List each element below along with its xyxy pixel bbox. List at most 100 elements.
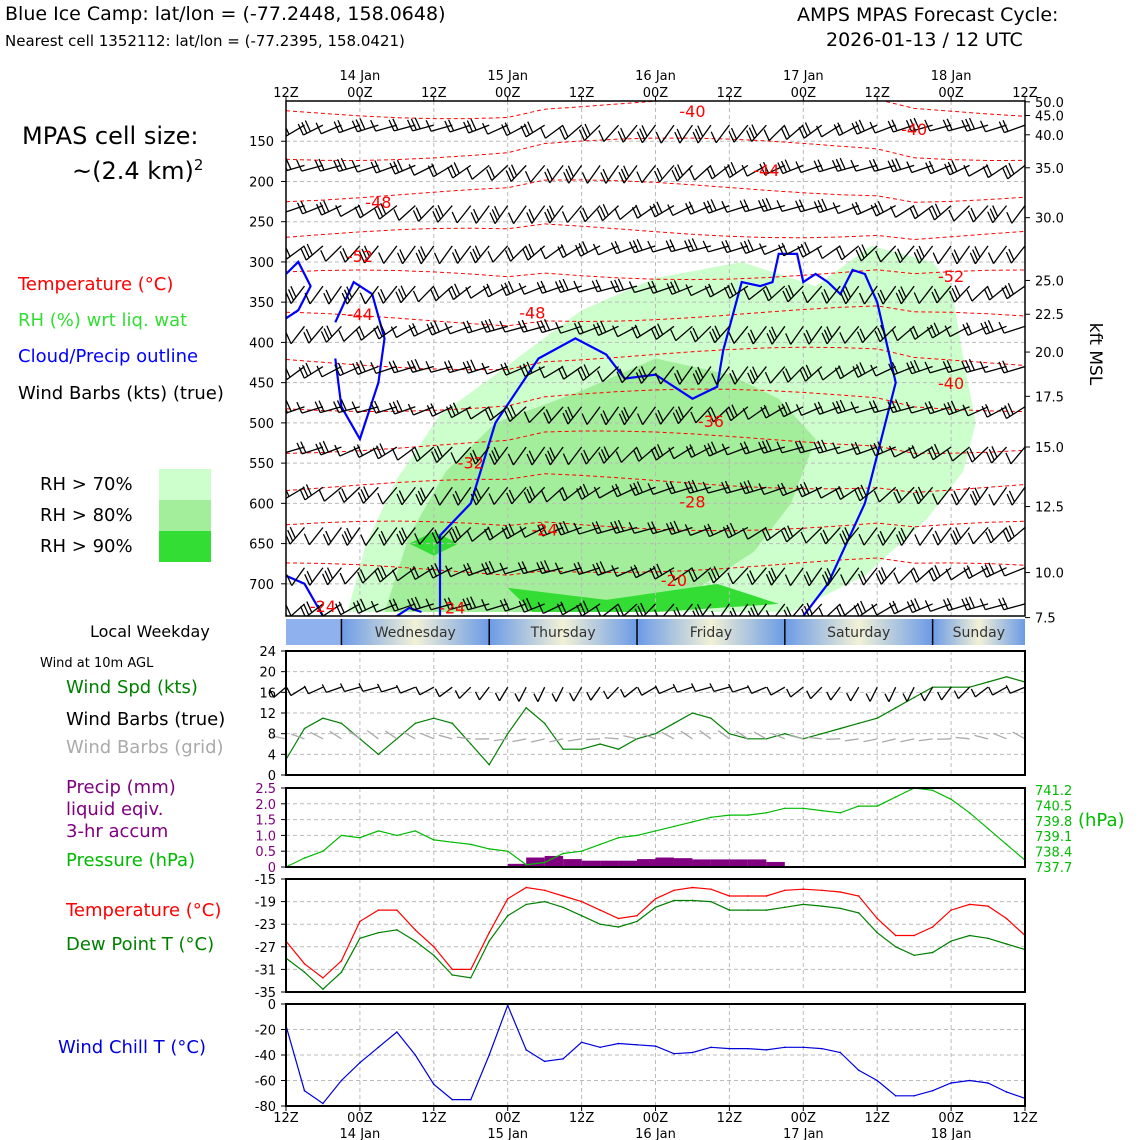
wind-barb-feather	[913, 117, 920, 130]
wind-barb-true-feather	[902, 693, 908, 702]
wind-barb-feather	[544, 453, 551, 466]
wind-barb-staff	[826, 603, 841, 616]
kft-tick-label: 35.0	[1035, 162, 1064, 177]
wind-barb-staff	[660, 406, 675, 425]
wind-barb-feather	[573, 563, 580, 575]
wind-barb-staff	[858, 603, 878, 616]
wind-barb-feather	[771, 326, 778, 339]
wind-barb-feather	[743, 288, 750, 300]
wind-barb-feather	[924, 119, 931, 132]
wind-barb-feather	[576, 488, 583, 500]
wind-barb-feather	[803, 482, 810, 494]
wind-barb	[815, 486, 841, 499]
wind-barb-feather	[398, 530, 405, 543]
wind-barb-staff	[471, 526, 490, 542]
wind-barb-feather	[286, 246, 291, 257]
wind-barb-feather	[747, 332, 754, 345]
wind-barb-feather	[721, 481, 728, 494]
wind-barb-staff	[694, 164, 712, 181]
wind-barb-staff	[475, 205, 490, 224]
wind-barb-feather	[373, 400, 381, 413]
wind-barb-feather	[487, 526, 494, 539]
wind-barb-feather	[656, 167, 663, 180]
wind-barb	[963, 565, 989, 580]
kft-tick-label: 17.5	[1035, 390, 1064, 405]
pressure-line-point	[728, 814, 731, 816]
wind-barb-feather	[357, 571, 364, 584]
wind-barb-feather	[562, 453, 569, 465]
wind-barb-feather	[947, 161, 954, 174]
wind-barb-feather	[396, 533, 403, 546]
wind-barb-feather	[673, 520, 680, 533]
pressure-line-point	[377, 830, 380, 832]
wind-barb-feather	[934, 565, 941, 577]
wind-barb-staff	[525, 124, 545, 138]
wind-barb-feather	[298, 366, 305, 379]
top-time-label: 00Z	[791, 86, 817, 101]
wind-barb-feather	[834, 367, 841, 379]
wind-barb	[803, 567, 823, 587]
wind-barb	[777, 482, 804, 497]
wind-barb-staff	[471, 164, 490, 180]
wind-barb-feather	[560, 601, 567, 614]
wind-barb	[451, 245, 472, 264]
wind-barb	[670, 325, 693, 342]
wind-barb-feather	[430, 564, 437, 577]
wind-barb-feather	[540, 561, 547, 573]
wind-barb-feather	[602, 203, 609, 216]
wind-barb-feather	[487, 406, 495, 419]
wind-barb	[575, 241, 601, 257]
wind-barb	[931, 285, 952, 304]
wind-barb-feather	[799, 369, 806, 382]
wind-barb	[406, 358, 434, 373]
wind-barb-feather	[986, 286, 994, 298]
wind-barb-feather	[893, 491, 900, 504]
wind-barb-feather	[861, 244, 868, 256]
wind-barb-true	[695, 686, 712, 693]
wind-barb-feather	[518, 283, 525, 295]
wind-barb-feather	[855, 121, 862, 133]
isotherm-line	[286, 101, 1025, 120]
pressure-tick-label: 738.4	[1035, 846, 1072, 861]
wind-barb-staff	[992, 245, 1008, 264]
wind-barb-feather	[297, 123, 304, 136]
wind-barb-feather	[300, 441, 307, 453]
dewpoint-line-point	[322, 988, 324, 990]
wind-barb	[519, 526, 545, 538]
wind-barb-feather	[426, 323, 433, 336]
wind-barb-feather	[392, 569, 399, 582]
wind-barb-feather	[1004, 285, 1011, 297]
top-time-label: 00Z	[495, 86, 521, 101]
wind-barb-feather	[392, 598, 399, 611]
wind-barb	[538, 365, 564, 379]
wind-barb-feather	[968, 117, 976, 130]
wind-barb-staff	[527, 245, 546, 261]
wind-barb	[390, 325, 416, 339]
wind-barb	[630, 564, 656, 579]
wind-barb	[314, 400, 342, 414]
wind-barb	[537, 523, 564, 537]
wind-barb-feather	[559, 128, 566, 140]
cloud-outline	[334, 280, 386, 442]
wind-barb-staff	[770, 567, 786, 586]
wind-barb-staff	[563, 486, 582, 502]
wind-barb-feather	[341, 292, 348, 305]
wind-barb	[785, 325, 804, 345]
wind-y-tick-label: 8	[268, 728, 276, 743]
wind-barb-feather	[300, 248, 307, 261]
wind-barb-staff	[1007, 526, 1025, 543]
wind-barb	[303, 527, 324, 546]
wind-barb	[427, 563, 453, 579]
wind-barb-feather	[519, 365, 526, 377]
windchill-line-point	[950, 1082, 952, 1084]
wind-barb-feather	[565, 168, 572, 181]
wind-barb-staff	[855, 164, 878, 172]
wind-barb	[722, 522, 749, 539]
wind-barb-feather	[897, 248, 904, 260]
wind-barb-true	[790, 686, 804, 698]
pressure-line-point	[784, 807, 786, 810]
wind-barb	[462, 359, 490, 374]
wind-barb-grid	[753, 731, 767, 740]
wind-barb	[869, 121, 896, 134]
wind-barb-feather	[874, 202, 881, 215]
